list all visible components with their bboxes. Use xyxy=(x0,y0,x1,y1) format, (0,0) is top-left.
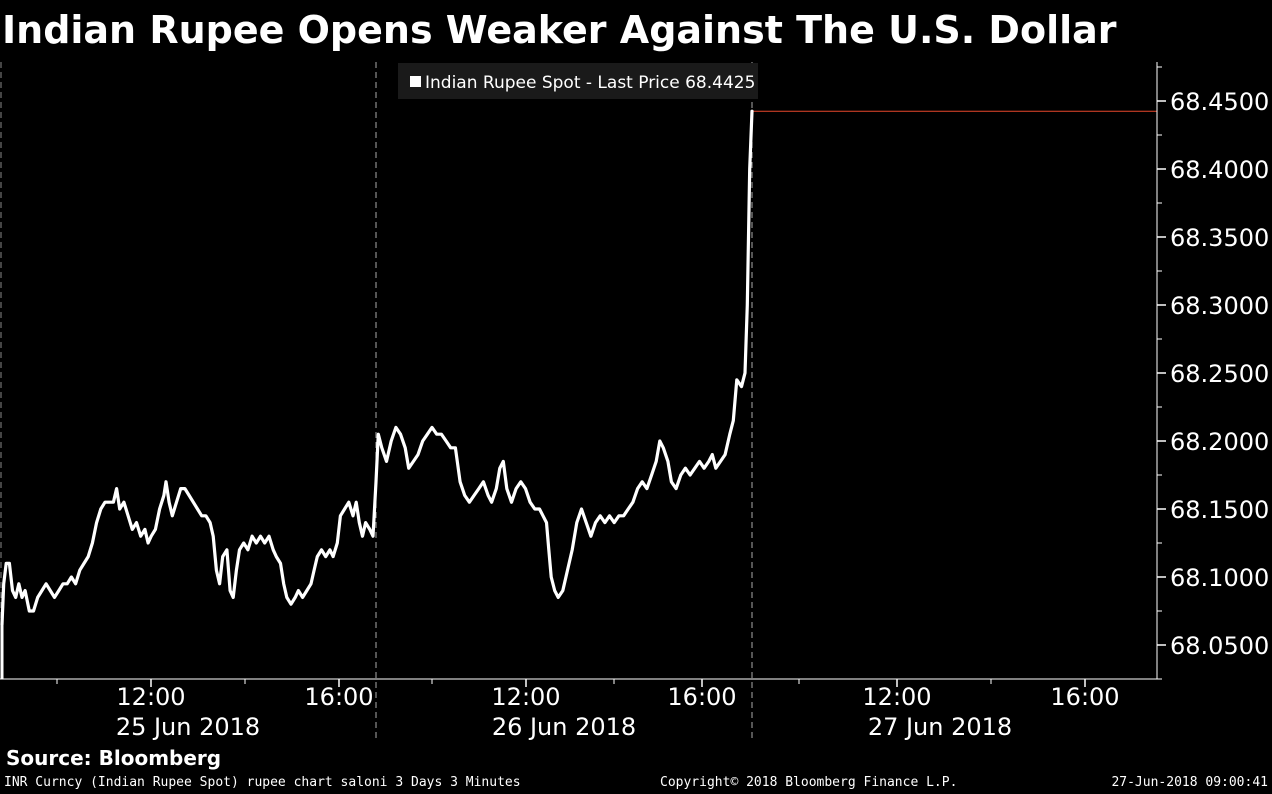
chart-title: Indian Rupee Opens Weaker Against The U.… xyxy=(2,8,1117,52)
y-tick-label: 68.4500 xyxy=(1170,88,1269,116)
x-tick-label: 16:00 xyxy=(304,683,373,711)
x-date-label: 26 Jun 2018 xyxy=(492,713,636,741)
y-tick-label: 68.2000 xyxy=(1170,428,1269,456)
y-tick-label: 68.2500 xyxy=(1170,360,1269,388)
y-tick-label: 68.1000 xyxy=(1170,564,1269,592)
x-tick-label: 16:00 xyxy=(1050,683,1119,711)
y-tick-label: 68.1500 xyxy=(1170,496,1269,524)
source-label: Source: Bloomberg xyxy=(6,746,222,770)
legend: Indian Rupee Spot - Last Price 68.4425 xyxy=(398,63,758,99)
x-tick-label: 12:00 xyxy=(116,683,185,711)
y-tick-label: 68.0500 xyxy=(1170,632,1269,660)
x-tick-label: 12:00 xyxy=(491,683,560,711)
series-line-indian-rupee-spot xyxy=(0,109,754,627)
y-tick-label: 68.4000 xyxy=(1170,156,1269,184)
legend-background xyxy=(398,63,758,99)
y-tick-label: 68.3000 xyxy=(1170,292,1269,320)
x-tick-label: 12:00 xyxy=(862,683,931,711)
legend-swatch xyxy=(410,76,421,87)
axis-layer: 68.0500 68.1000 68.1500 68.2000 68.2500 68.30… xyxy=(0,62,1269,741)
legend-label: Indian Rupee Spot - Last Price 68.4425 xyxy=(425,73,755,93)
footer-copyright: Copyright© 2018 Bloomberg Finance L.P. xyxy=(660,775,958,790)
y-tick-label: 68.3500 xyxy=(1170,224,1269,252)
footer-left: INR Curncy (Indian Rupee Spot) rupee cha… xyxy=(4,775,521,790)
plot-layer xyxy=(0,62,1157,742)
x-date-label: 27 Jun 2018 xyxy=(868,713,1012,741)
footer-timestamp: 27-Jun-2018 09:00:41 xyxy=(1111,775,1268,790)
x-tick-label: 16:00 xyxy=(667,683,736,711)
x-date-label: 25 Jun 2018 xyxy=(116,713,260,741)
